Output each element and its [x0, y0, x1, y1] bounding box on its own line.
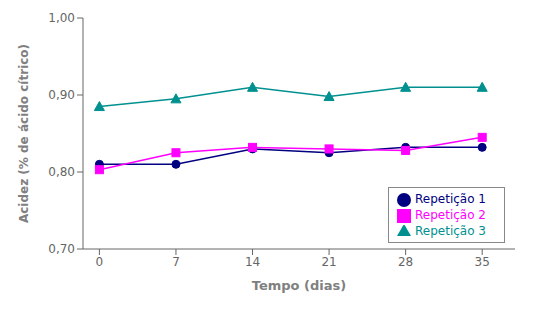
svg-text:21: 21 — [321, 255, 336, 269]
svg-text:0,70: 0,70 — [48, 242, 75, 256]
svg-text:1,00: 1,00 — [48, 11, 75, 25]
svg-text:0,80: 0,80 — [48, 165, 75, 179]
svg-text:Tempo (dias): Tempo (dias) — [252, 278, 346, 293]
svg-text:35: 35 — [475, 255, 490, 269]
html-text:Repetição 3: Repetição 3 — [415, 224, 486, 238]
html-text:Repetição 1: Repetição 1 — [415, 192, 486, 206]
svg-text:0: 0 — [96, 255, 104, 269]
html-text:Repetição 2: Repetição 2 — [415, 208, 486, 222]
svg-text:7: 7 — [172, 255, 180, 269]
svg-text:Acidez (% de ácido cítrico): Acidez (% de ácido cítrico) — [17, 44, 31, 223]
svg-text:28: 28 — [398, 255, 413, 269]
svg-text:14: 14 — [245, 255, 260, 269]
svg-text:0,90: 0,90 — [48, 88, 75, 102]
